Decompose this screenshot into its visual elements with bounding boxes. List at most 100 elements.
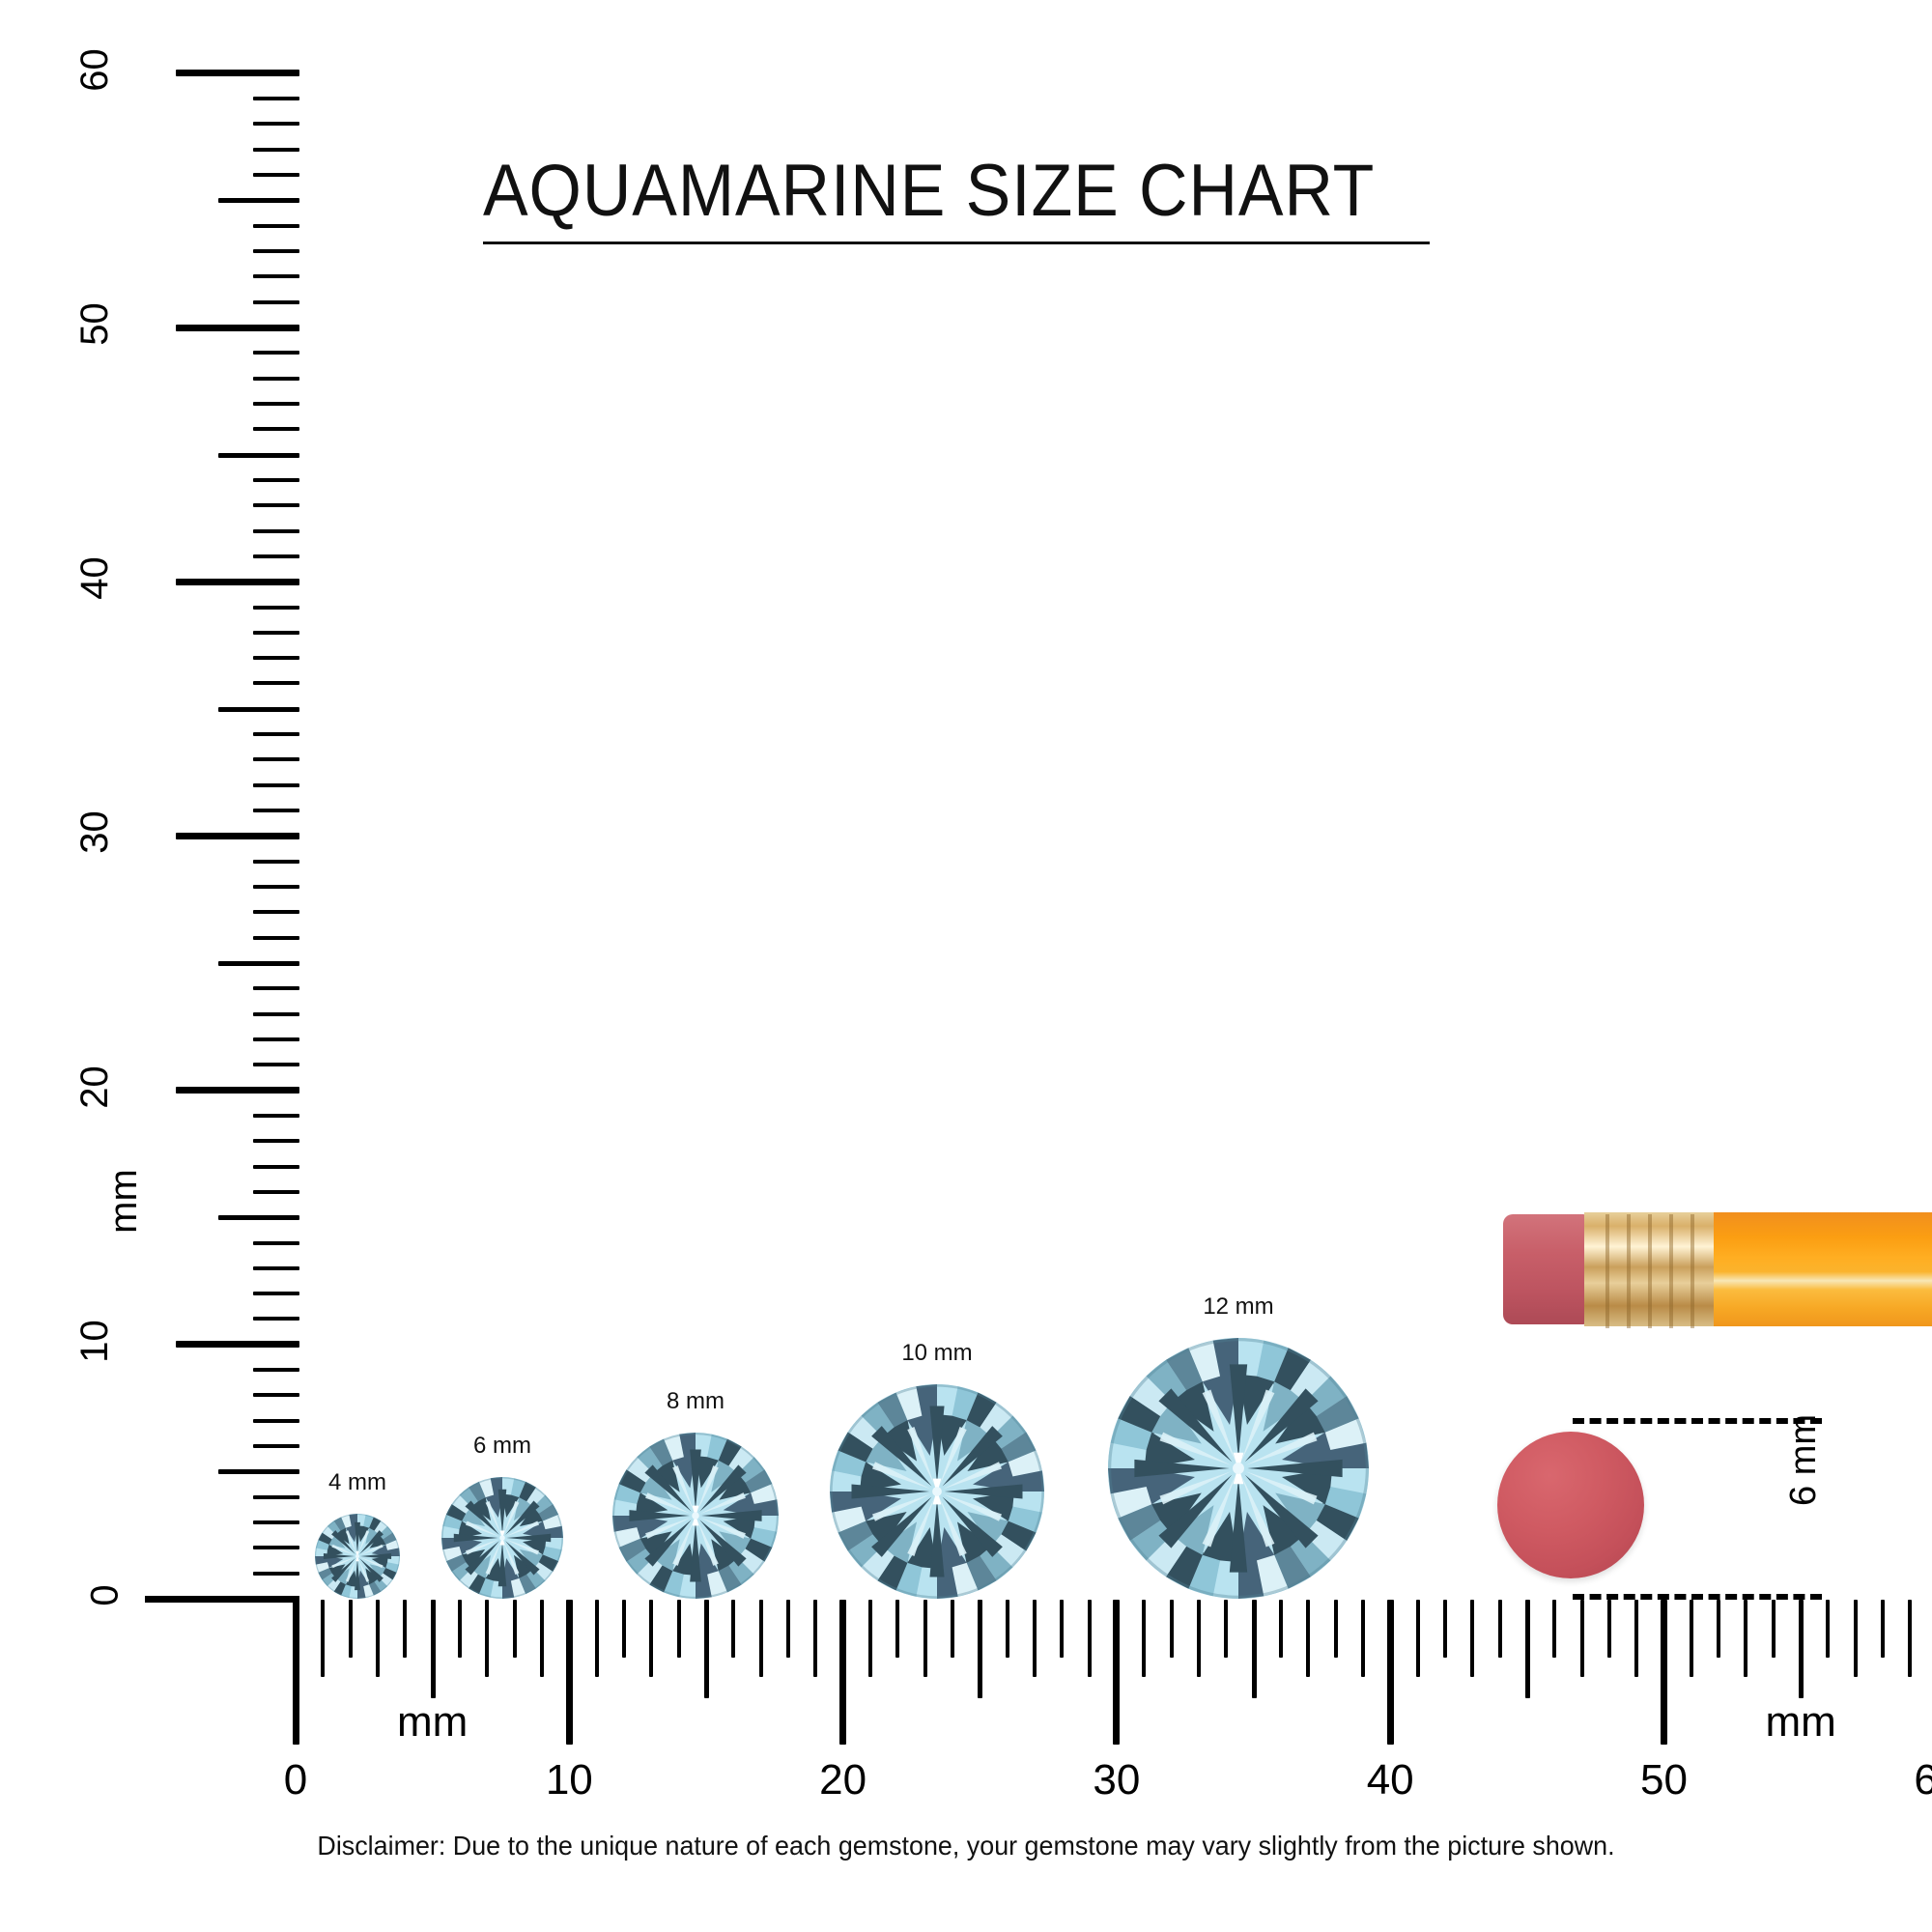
vruler-label: 40 (72, 556, 116, 600)
vruler-tick-minor (253, 1189, 299, 1194)
vruler-tick-minor (253, 605, 299, 610)
pencil-illustration (1503, 1210, 1932, 1328)
vruler-tick-mid (218, 1469, 299, 1475)
vruler-tick-mid (218, 706, 299, 712)
vruler-tick-minor (253, 147, 299, 152)
vruler-tick-minor (253, 1494, 299, 1499)
hruler-unit-label: mm (396, 1698, 469, 1746)
hruler-tick-minor (1333, 1600, 1338, 1658)
hruler-tick-minor (731, 1600, 736, 1658)
vruler-tick-minor (253, 223, 299, 228)
hruler-tick-major (1113, 1600, 1121, 1745)
page-title: AQUAMARINE SIZE CHART (483, 150, 1376, 232)
vruler-label: 30 (72, 810, 116, 855)
vruler-tick-minor (253, 1368, 299, 1373)
hruler-tick-minor (1634, 1600, 1639, 1677)
gemstone-item: 10 mm (830, 1334, 1044, 1599)
vruler-tick-minor (253, 1011, 299, 1016)
vruler-tick-minor (253, 503, 299, 508)
vruler-tick-minor (253, 97, 299, 101)
hruler-tick-mid (978, 1600, 983, 1698)
hruler-tick-minor (1470, 1600, 1475, 1677)
vruler-tick-minor (253, 1240, 299, 1245)
gemstone-round-cut (612, 1433, 779, 1599)
vruler-tick-minor (253, 656, 299, 661)
gemstone-size-label: 6 mm (473, 1433, 531, 1459)
hruler-label: 10 (545, 1756, 593, 1804)
ferrule-ring (1627, 1214, 1631, 1328)
vertical-ruler: 0 10 20 30 40 50 60 mm (0, 0, 309, 1606)
vruler-tick-minor (253, 1393, 299, 1398)
hruler-tick-minor (1744, 1600, 1748, 1677)
vruler-tick-major (176, 324, 299, 331)
hruler-label: 50 (1640, 1756, 1688, 1804)
vruler-tick-minor (253, 1063, 299, 1067)
vruler-tick-minor (253, 376, 299, 381)
hruler-tick-minor (1032, 1600, 1037, 1677)
hruler-tick-minor (1442, 1600, 1447, 1658)
hruler-tick-major (839, 1600, 847, 1745)
vruler-tick-minor (253, 1546, 299, 1550)
hruler-tick-minor (1360, 1600, 1365, 1677)
hruler-tick-minor (348, 1600, 353, 1658)
gemstone-item: 8 mm (612, 1382, 779, 1599)
vruler-tick-mid (218, 198, 299, 204)
vruler-tick-minor (253, 859, 299, 864)
vruler-label: 20 (72, 1065, 116, 1109)
vruler-tick-mid (218, 452, 299, 458)
gemstone-size-label: 12 mm (1203, 1293, 1274, 1320)
vruler-label: 10 (72, 1320, 116, 1363)
vruler-tick-minor (253, 1571, 299, 1576)
hruler-tick-minor (403, 1600, 408, 1658)
hruler-tick-mid (703, 1600, 709, 1698)
vruler-tick-minor (253, 173, 299, 178)
hruler-tick-mid (1251, 1600, 1257, 1698)
vruler-tick-minor (253, 910, 299, 915)
vruler-tick-minor (253, 757, 299, 762)
hruler-tick-major (1386, 1600, 1394, 1745)
vruler-tick-minor (253, 528, 299, 533)
hruler-tick-minor (950, 1600, 954, 1658)
vruler-tick-minor (253, 732, 299, 737)
vruler-tick-minor (253, 554, 299, 558)
hruler-tick-minor (1717, 1600, 1721, 1658)
hruler-tick-minor (1278, 1600, 1283, 1658)
vruler-tick-major (176, 70, 299, 77)
ferrule-ring (1648, 1214, 1652, 1328)
ferrule-ring (1690, 1214, 1694, 1328)
hruler-tick-mid (430, 1600, 436, 1698)
vruler-tick-minor (253, 1139, 299, 1144)
hruler-label: 20 (819, 1756, 867, 1804)
hruler-tick-major (565, 1600, 573, 1745)
vruler-tick-minor (253, 1418, 299, 1423)
gemstone-size-label: 4 mm (328, 1469, 386, 1495)
hruler-tick-mid (1799, 1600, 1804, 1698)
hruler-tick-major (1661, 1600, 1667, 1745)
measure-dashed-line-top (1573, 1418, 1822, 1424)
hruler-tick-minor (649, 1600, 654, 1677)
hruler-tick-major (292, 1600, 299, 1745)
title-underline (483, 242, 1430, 244)
vruler-tick-minor (253, 274, 299, 279)
hruler-label: 0 (283, 1756, 308, 1804)
measure-dashed-line-bottom (1573, 1594, 1822, 1600)
vruler-tick-major (176, 1087, 299, 1094)
hruler-tick-minor (594, 1600, 599, 1677)
vruler-tick-minor (253, 630, 299, 635)
vruler-tick-minor (253, 1292, 299, 1296)
hruler-tick-minor (1142, 1600, 1147, 1677)
vruler-tick-minor (253, 935, 299, 940)
horizontal-ruler: 0 10 20 30 40 50 60 mm mm (0, 1594, 1932, 1864)
vruler-unit-label: mm (101, 1168, 145, 1234)
gemstone-item: 12 mm (1108, 1288, 1369, 1599)
hruler-tick-minor (321, 1600, 326, 1677)
gemstone-item: 6 mm (441, 1427, 563, 1599)
hruler-label: 30 (1093, 1756, 1141, 1804)
eraser-measure-label: 6 mm (1783, 1414, 1824, 1506)
hruler-unit-label: mm (1765, 1698, 1836, 1746)
hruler-tick-mid (1524, 1600, 1530, 1698)
hruler-tick-minor (1060, 1600, 1065, 1658)
vruler-tick-minor (253, 249, 299, 254)
vruler-tick-minor (253, 1164, 299, 1169)
